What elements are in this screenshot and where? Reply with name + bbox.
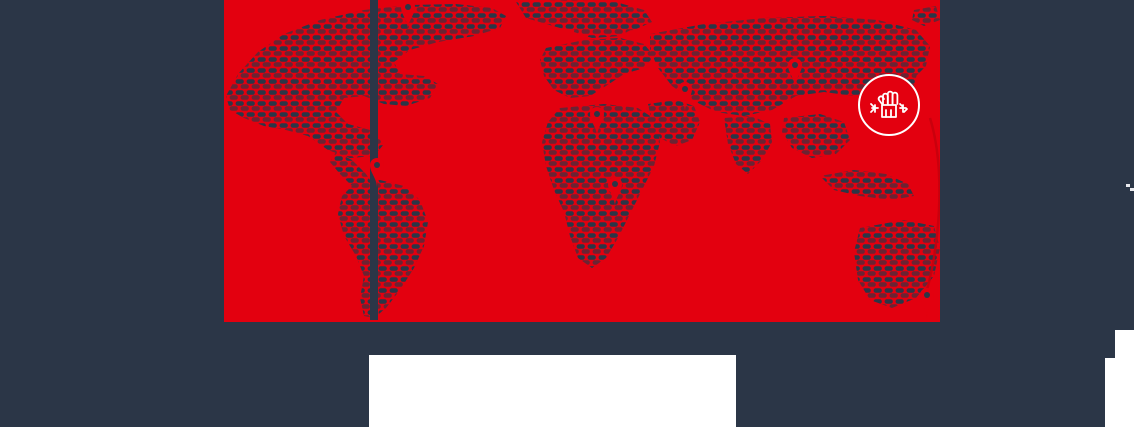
right-panel-top[interactable] <box>1115 330 1134 358</box>
marker-oceania[interactable] <box>920 288 934 318</box>
marker-south-america[interactable] <box>370 158 384 188</box>
marker-europe[interactable] <box>590 107 604 137</box>
content-panel[interactable] <box>369 355 736 427</box>
map-edge-fragment-right-2 <box>1130 188 1134 191</box>
map-edge-fragment-left-3 <box>3 181 6 184</box>
map-edge-fragment-left-5 <box>2 196 7 199</box>
map-edge-fragment-right-1 <box>1126 184 1130 187</box>
right-panel-bottom[interactable] <box>1105 358 1134 427</box>
marker-north-america-west[interactable] <box>224 88 225 118</box>
raised-fist-icon <box>858 74 920 136</box>
world-map-panel[interactable] <box>224 0 940 322</box>
map-marker-layer[interactable] <box>224 0 940 322</box>
marker-east-asia[interactable] <box>788 58 802 88</box>
map-edge-fragment-left-4 <box>0 191 7 194</box>
world-map-dots <box>224 0 940 322</box>
marker-north-america-north[interactable] <box>401 0 415 30</box>
map-bottom-seam <box>224 320 940 322</box>
map-edge-fragment-left-1 <box>2 172 6 176</box>
map-edge-fragment-left-2 <box>8 170 11 176</box>
raised-fist-badge[interactable] <box>858 74 920 136</box>
marker-africa[interactable] <box>608 177 622 207</box>
marker-middle-east[interactable] <box>678 82 692 112</box>
